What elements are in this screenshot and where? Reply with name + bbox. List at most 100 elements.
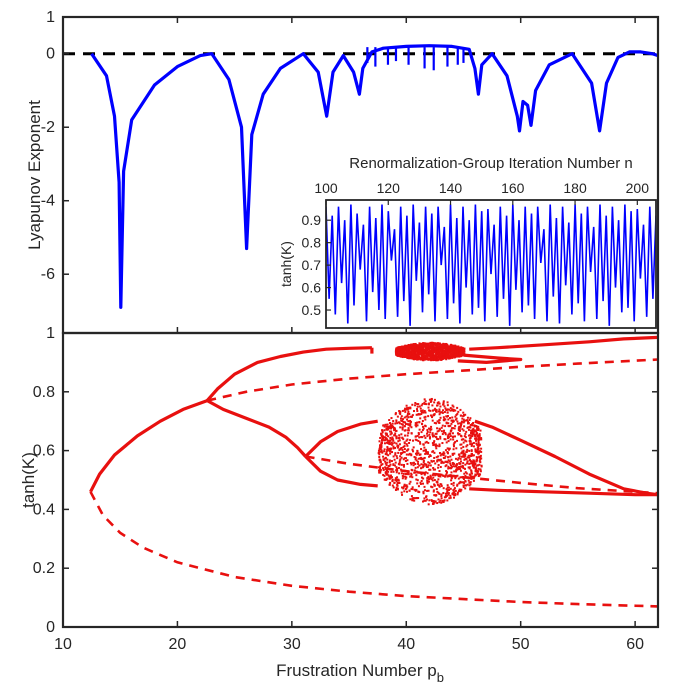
chaos-point [395,419,398,422]
chaos-point [442,451,445,454]
chaos-point [466,448,469,451]
chaos-point [465,445,468,448]
chaos-point [401,428,404,431]
chaos-point [382,435,385,438]
chaos-point [431,479,434,482]
chaos-point [469,474,472,477]
chaos-point [392,486,395,489]
inset-x-tick-label: 120 [377,180,401,196]
chaos-point [424,415,427,418]
chaos-point [416,434,419,437]
chaos-point [390,470,393,473]
chaos-point [469,426,472,429]
chaos-point [420,473,423,476]
chaos-point [382,455,385,458]
chaos-point [462,454,465,457]
chaos-point [380,449,383,452]
chaos-point [410,432,413,435]
chaos-point [399,426,402,429]
chaos-point [469,429,472,432]
chaos-point [439,437,442,440]
chaos-point [438,459,441,462]
chaos-point [419,350,422,353]
chaos-point [471,454,474,457]
chaos-point [460,443,463,446]
chaos-point [470,444,473,447]
chaos-point [427,503,430,506]
chaos-point [421,429,424,432]
chaos-point [433,479,436,482]
chaos-point [446,450,449,453]
chaos-point [434,349,437,352]
chaos-point [449,438,452,441]
chaos-point [409,480,412,483]
chaos-point [423,344,426,347]
chaos-point [443,457,446,460]
chaos-point [435,352,438,355]
chaos-point [404,410,407,413]
chaos-point [412,464,415,467]
chaos-point [380,464,383,467]
chaos-point [459,425,462,428]
chaos-point [442,401,445,404]
chaos-point [433,483,436,486]
chaos-point [447,447,450,450]
chaos-point [413,499,416,502]
chaos-point [415,439,418,442]
chaos-point [451,356,454,359]
chaos-point [428,353,431,356]
chaos-point [442,474,445,477]
chaos-point [433,451,436,454]
chaos-point [406,357,409,360]
chaos-point [462,451,465,454]
chaos-point [379,461,382,464]
chaos-point [424,471,427,474]
chaos-point [453,470,456,473]
chaos-point [452,484,455,487]
chaos-point [430,352,433,355]
chaos-point [451,432,454,435]
chaos-point [440,495,443,498]
chaos-point [449,494,452,497]
chaos-point [407,423,410,426]
chaos-point [432,434,435,437]
chaos-point [476,472,479,475]
chaos-point [411,357,414,360]
chaos-point [389,423,392,426]
chaos-point [470,449,473,452]
chaos-point [380,444,383,447]
chaos-point [419,441,422,444]
chaos-point [394,478,397,481]
chaos-point [428,437,431,440]
chaos-point [435,410,438,413]
chaos-point [408,424,411,427]
chaos-point [450,471,453,474]
chaos-point [388,422,391,425]
chaos-point [437,478,440,481]
chaos-point [446,489,449,492]
chaos-point [423,434,426,437]
chaos-point [416,421,419,424]
chaos-point [422,482,425,485]
chaos-point [442,354,445,357]
chaos-point [418,464,421,467]
chaos-point [459,434,462,437]
chaos-point [452,438,455,441]
chaos-point [425,403,428,406]
chaos-point [421,402,424,405]
chaos-point [411,352,414,355]
chaos-point [381,451,384,454]
chaos-point [436,343,439,346]
chaos-point [440,344,443,347]
inset-panel: 100 120 140 160 180 200 0.5 0.6 0.7 0.8 0.9 Renorm… [278,155,657,329]
chaos-point [456,458,459,461]
chaos-point [435,354,438,357]
chaos-point [426,354,429,357]
chaos-point [468,466,471,469]
chaos-point [415,474,418,477]
chaos-point [400,354,403,357]
chaos-point [451,352,454,355]
chaos-point [422,459,425,462]
chaos-point [446,491,449,494]
